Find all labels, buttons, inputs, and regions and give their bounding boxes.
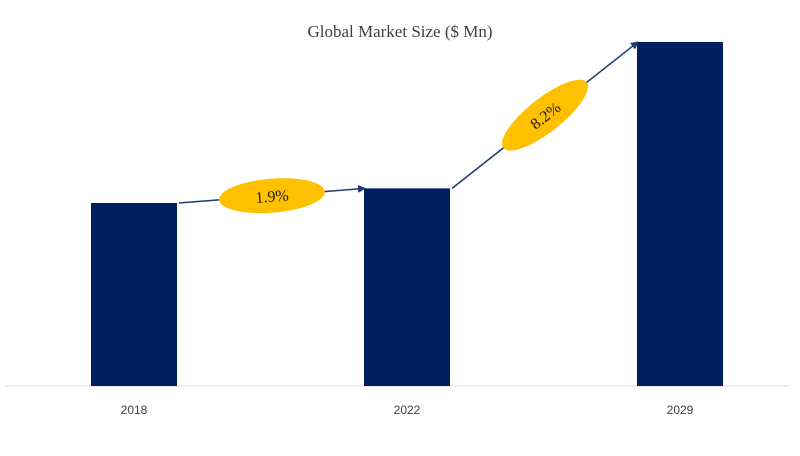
chart-title: Global Market Size ($ Mn) <box>307 22 493 41</box>
cagr-ellipse <box>219 178 325 214</box>
bar-2022 <box>364 188 450 386</box>
x-tick-label: 2018 <box>121 403 148 417</box>
cagr-badge: 1.9% <box>219 178 325 214</box>
cagr-ellipse <box>502 79 588 151</box>
x-tick-label: 2029 <box>667 403 694 417</box>
bar-2018 <box>91 203 177 386</box>
cagr-label: 1.9% <box>255 187 290 207</box>
bar-2029 <box>637 41 723 387</box>
x-tick-label: 2022 <box>394 403 421 417</box>
cagr-badge: 8.2% <box>502 79 588 151</box>
